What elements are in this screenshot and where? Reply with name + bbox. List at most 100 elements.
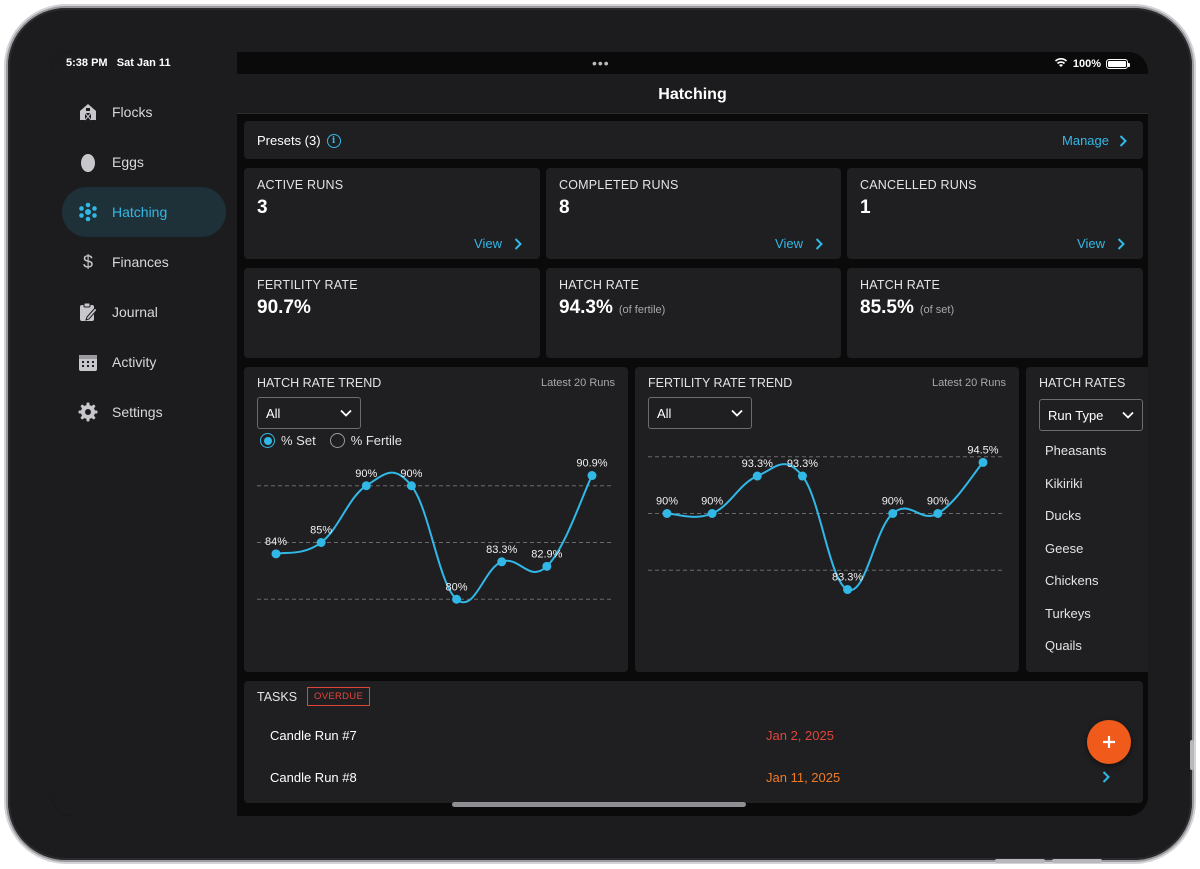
hatch-rate-line-chart: 84% 85% 90% 90% 80% 83.3% 82.9% 90.9% — [257, 458, 614, 604]
data-label: 90% — [355, 468, 377, 480]
data-point[interactable] — [933, 509, 943, 518]
chevron-right-icon — [815, 237, 823, 250]
active-runs-card: ACTIVE RUNS 3 View — [244, 168, 540, 259]
radio-percent-fertile[interactable]: % Fertile — [329, 433, 402, 448]
sidebar-item-flocks[interactable]: Flocks — [62, 87, 226, 137]
sidebar-item-label: Eggs — [112, 154, 144, 170]
data-label: 90% — [882, 496, 904, 508]
data-point[interactable] — [843, 585, 853, 595]
chevron-right-icon[interactable] — [1102, 771, 1110, 783]
list-item[interactable]: Chickens — [1045, 573, 1099, 588]
overdue-badge: OVERDUE — [307, 687, 371, 706]
chevron-right-icon — [514, 237, 522, 250]
add-task-button[interactable] — [1087, 720, 1131, 764]
status-time: 5:38 PM Sat Jan 11 — [66, 57, 171, 69]
hatch-icon — [78, 202, 98, 222]
hatch-rates-list: Pheasants Kikiriki Ducks Geese Chickens … — [1045, 443, 1106, 671]
battery-icon — [1106, 59, 1130, 69]
sidebar-item-journal[interactable]: Journal — [62, 287, 226, 337]
sidebar-item-label: Journal — [112, 304, 158, 320]
data-point[interactable] — [888, 509, 898, 518]
list-item[interactable]: Ducks — [1045, 508, 1082, 523]
chart-subtitle: Latest 20 Runs — [932, 377, 1006, 389]
home-indicator[interactable] — [452, 802, 746, 807]
data-point[interactable] — [406, 481, 416, 491]
hatch-rate-set-card: HATCH RATE 85.5% (of set) — [847, 268, 1143, 358]
sidebar-item-label: Settings — [112, 404, 163, 420]
sidebar-item-eggs[interactable]: Eggs — [62, 137, 226, 187]
list-item[interactable]: Kikiriki — [1045, 475, 1083, 491]
run-type-select[interactable]: Run Type — [1039, 399, 1143, 431]
sidebar-item-activity[interactable]: Activity — [62, 337, 226, 387]
data-point[interactable] — [587, 471, 597, 481]
sidebar-item-finances[interactable]: $ Finances — [62, 237, 226, 287]
data-label: 94.5% — [967, 444, 998, 456]
data-point[interactable] — [542, 561, 552, 571]
task-name: Candle Run #8 — [270, 770, 357, 785]
radio-percent-set[interactable]: % Set — [260, 433, 316, 448]
list-item[interactable]: Quails — [1045, 638, 1082, 653]
presets-label: Presets (3) i — [257, 133, 341, 148]
data-label: 85% — [310, 525, 332, 537]
chevron-down-icon — [731, 409, 743, 417]
fertility-trend-filter-select[interactable]: All — [648, 397, 752, 429]
sidebar-item-label: Hatching — [112, 204, 168, 220]
list-item[interactable]: Turkeys — [1045, 605, 1091, 621]
data-label: 90% — [701, 496, 723, 508]
stat-title: FERTILITY RATE — [257, 278, 358, 292]
hatch-rate-fertile-card: HATCH RATE 94.3% (of fertile) — [546, 268, 841, 358]
multitasking-indicator[interactable]: ••• — [592, 55, 610, 71]
view-cancelled-runs-link[interactable]: View — [1077, 236, 1125, 251]
stat-value: 8 — [559, 197, 570, 218]
stat-subtitle: (of fertile) — [618, 304, 666, 316]
data-label: 83.3% — [832, 572, 863, 584]
task-row[interactable]: Candle Run #8 — [270, 770, 357, 785]
hatch-basis-radio-group: % Set % Fertile — [260, 433, 402, 448]
list-item[interactable]: Pheasants — [1045, 443, 1107, 458]
sidebar-item-settings[interactable]: Settings — [62, 387, 226, 437]
calendar-icon — [78, 352, 98, 372]
stat-title: CANCELLED RUNS — [860, 178, 977, 192]
data-label: 90% — [927, 496, 949, 508]
data-point[interactable] — [497, 557, 507, 567]
presets-bar[interactable]: Presets (3) i Manage — [244, 121, 1143, 159]
data-point[interactable] — [452, 594, 462, 604]
hardware-button — [1052, 859, 1102, 863]
fertility-rate-trend-card: FERTILITY RATE TREND Latest 20 Runs All … — [635, 367, 1019, 672]
list-item[interactable]: Geese — [1045, 540, 1084, 556]
sidebar-item-label: Activity — [112, 354, 157, 370]
hatch-trend-filter-select[interactable]: All — [257, 397, 361, 429]
stat-value: 3 — [257, 197, 268, 218]
completed-runs-card: COMPLETED RUNS 8 View — [546, 168, 841, 259]
data-point[interactable] — [707, 509, 717, 518]
status-indicators: 100% — [1054, 57, 1130, 71]
data-point[interactable] — [361, 481, 371, 491]
egg-icon — [78, 152, 98, 172]
cancelled-runs-card: CANCELLED RUNS 1 View — [847, 168, 1143, 259]
sidebar-item-hatching[interactable]: Hatching — [62, 187, 226, 237]
data-label: 90.9% — [576, 458, 607, 470]
info-icon[interactable]: i — [326, 133, 341, 148]
data-point[interactable] — [752, 471, 762, 481]
sidebar-item-label: Finances — [112, 254, 169, 270]
stat-value: 94.3% (of fertile) — [559, 297, 666, 318]
data-point[interactable] — [271, 549, 281, 559]
hatch-rate-trend-card: HATCH RATE TREND Latest 20 Runs All % Se… — [244, 367, 628, 672]
volume-button — [1190, 740, 1194, 770]
stat-value: 1 — [860, 197, 871, 218]
view-completed-runs-link[interactable]: View — [775, 236, 823, 251]
task-name: Candle Run #7 — [270, 728, 357, 743]
chevron-right-icon — [1117, 237, 1125, 250]
data-point[interactable] — [797, 471, 807, 481]
manage-presets-link[interactable]: Manage — [1062, 133, 1127, 148]
data-point[interactable] — [978, 457, 988, 467]
data-point[interactable] — [662, 509, 672, 518]
tasks-title: TASKS — [257, 690, 298, 704]
view-active-runs-link[interactable]: View — [474, 236, 522, 251]
data-point[interactable] — [316, 538, 326, 547]
stat-value: 90.7% — [257, 297, 311, 318]
task-date: Jan 2, 2025 — [766, 728, 834, 743]
stat-title: COMPLETED RUNS — [559, 178, 679, 192]
sidebar: 5:38 PM Sat Jan 11 Flocks Eggs Hatching … — [52, 52, 237, 816]
task-row[interactable]: Candle Run #7 — [270, 728, 357, 743]
